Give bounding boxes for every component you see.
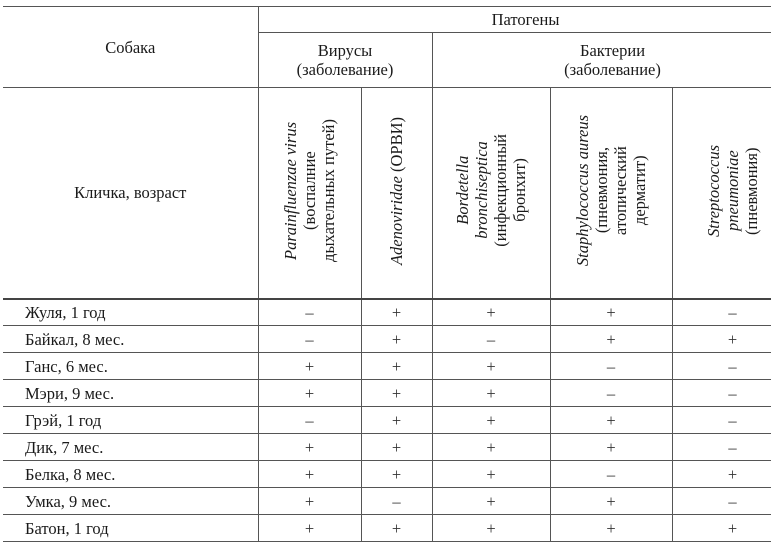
result-cell: – [431,325,551,353]
result-cell: + [431,379,551,407]
table-row: Дик, 7 мес. + + + + – [3,433,771,461]
result-cell: + [360,325,433,353]
result-cell: + [360,379,433,407]
disease-line: (ОРВИ) [387,116,406,172]
disease-line: (воспалние [300,151,319,231]
result-cell: – [671,379,771,407]
result-cell: + [431,433,551,461]
latin-name: Parainfluenzae virus [281,121,300,260]
latin-name: pneumoniae [723,150,743,232]
col-streptococcus: Streptococcus pneumoniae (пневмония) [671,87,771,299]
dog-name-age: Байкал, 8 мес. [3,325,259,353]
dog-name-age: Умка, 9 мес. [3,487,259,515]
result-cell: – [671,487,771,515]
name-age-header: Кличка, возраст [3,87,259,299]
result-cell: + [431,352,551,380]
result-cell: – [549,460,673,488]
latin-name: Staphylococcus aureus [573,115,592,267]
dog-name-age: Ганс, 6 мес. [3,352,259,380]
dog-name-age: Мэри, 9 мес. [3,379,259,407]
disease-line: (пневмония) [742,147,762,235]
dog-name-age: Грэй, 1 год [3,406,259,434]
result-cell: – [671,298,771,326]
result-cell: + [431,406,551,434]
table-row: Грэй, 1 год – + + + – [3,406,771,434]
result-cell: + [360,352,433,380]
viruses-label: Вирусы [317,41,373,60]
col-bordetella: Bordetella bronchiseptica (инфекционный … [431,87,551,299]
viruses-note: (заболевание) [296,60,394,79]
disease-line: атопический [611,146,630,236]
result-cell: + [671,325,771,353]
latin-name: Streptococcus [704,144,724,237]
col-adenoviridae: Adenoviridae (ОРВИ) [360,87,433,299]
bacteria-header: Бактерии (заболевание) [431,32,771,88]
latin-name: Adenoviridae [387,175,406,265]
result-cell: + [549,298,673,326]
bacteria-note: (заболевание) [564,60,661,79]
table-row: Байкал, 8 мес. – + – + + [3,325,771,353]
dog-name-age: Белка, 8 мес. [3,460,259,488]
dog-name-age: Батон, 1 год [3,514,259,542]
result-cell: + [549,325,673,353]
disease-line: (инфекционный [491,134,510,248]
table-row: Жуля, 1 год – + + + – [3,298,771,326]
table-row: Белка, 8 мес. + + + – + [3,460,771,488]
result-cell: + [431,298,551,326]
result-cell: + [257,379,362,407]
latin-name: Bordetella [453,156,472,226]
result-cell: + [549,487,673,515]
result-cell: + [431,514,551,542]
result-cell: – [671,352,771,380]
result-cell: + [549,433,673,461]
dog-name-age: Жуля, 1 год [3,298,259,326]
result-cell: + [360,406,433,434]
result-cell: – [671,433,771,461]
result-cell: + [360,460,433,488]
result-cell: + [360,433,433,461]
result-cell: + [671,514,771,542]
result-cell: – [671,406,771,434]
result-cell: + [549,514,673,542]
result-cell: – [257,298,362,326]
result-cell: – [360,487,433,515]
result-cell: + [257,514,362,542]
result-cell: – [257,406,362,434]
result-cell: + [431,460,551,488]
dog-header: Собака [3,6,259,88]
result-cell: + [257,433,362,461]
table-row: Батон, 1 год + + + + + [3,514,771,542]
table-row: Умка, 9 мес. + – + + – [3,487,771,515]
result-cell: + [671,460,771,488]
result-cell: – [257,325,362,353]
disease-line: (пневмония, [592,147,611,234]
pathogens-header: Патогены [257,6,771,33]
result-cell: + [549,406,673,434]
latin-name: bronchiseptica [472,142,491,240]
disease-line: бронхит) [510,159,529,223]
result-cell: – [549,379,673,407]
col-staphylococcus: Staphylococcus aureus (пневмония, атопич… [549,87,673,299]
result-cell: + [257,352,362,380]
dog-name-age: Дик, 7 мес. [3,433,259,461]
disease-line: дерматит) [630,155,649,226]
bacteria-label: Бактерии [579,41,646,60]
result-cell: + [431,487,551,515]
result-cell: + [257,460,362,488]
pathogen-table: Собака Патогены Вирусы (заболевание) Бак… [3,6,771,542]
disease-line: дыхательных путей) [319,119,338,263]
table-row: Мэри, 9 мес. + + + – – [3,379,771,407]
table-row: Ганс, 6 мес. + + + – – [3,352,771,380]
result-cell: + [360,298,433,326]
col-parainfluenzae: Parainfluenzae virus (воспалние дыхатель… [257,87,362,299]
result-cell: + [257,487,362,515]
viruses-header: Вирусы (заболевание) [258,32,433,88]
result-cell: + [360,514,433,542]
result-cell: – [549,352,673,380]
